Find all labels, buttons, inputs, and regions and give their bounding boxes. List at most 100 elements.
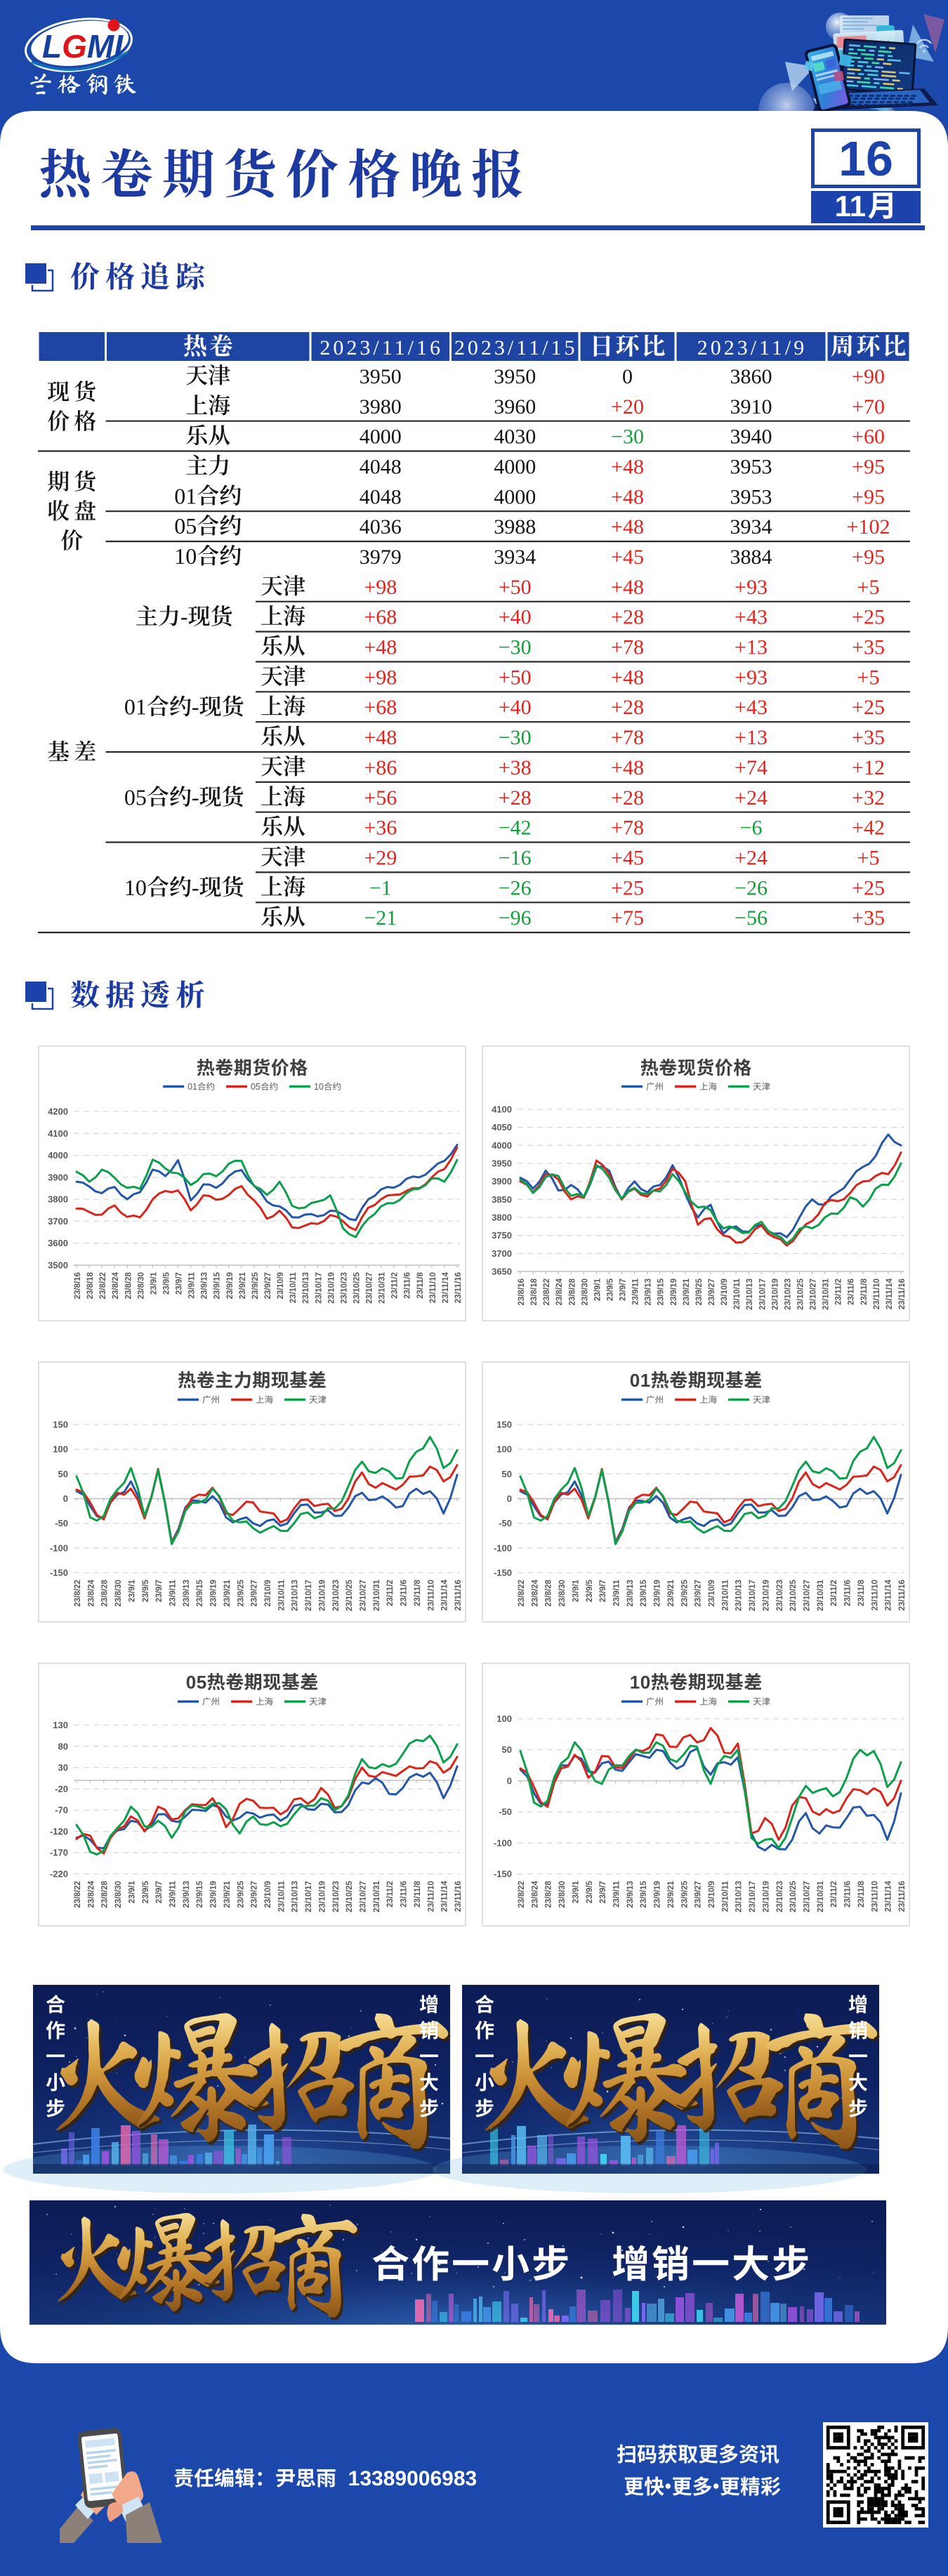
svg-text:16: 16	[838, 131, 893, 186]
svg-text:+93: +93	[735, 666, 768, 689]
svg-text:23/10/11: 23/10/11	[733, 1278, 742, 1309]
svg-text:23/10/27: 23/10/27	[360, 1580, 368, 1611]
svg-text:23/11/6: 23/11/6	[404, 1272, 412, 1299]
svg-text:+48: +48	[611, 485, 644, 508]
svg-text:23/10/31: 23/10/31	[373, 1880, 381, 1912]
svg-text:23/11/6: 23/11/6	[848, 1279, 856, 1305]
svg-text:+28: +28	[611, 786, 644, 810]
svg-text:23/9/5: 23/9/5	[142, 1880, 150, 1903]
svg-text:23/9/5: 23/9/5	[607, 1278, 615, 1301]
svg-text:23/9/7: 23/9/7	[599, 1881, 607, 1903]
svg-text:+48: +48	[611, 515, 644, 539]
svg-text:100: 100	[496, 1714, 512, 1724]
svg-text:23/8/22: 23/8/22	[99, 1272, 107, 1299]
svg-text:23/9/13: 23/9/13	[626, 1881, 635, 1908]
svg-text:-: -	[180, 604, 188, 629]
svg-text:+78: +78	[611, 726, 644, 749]
svg-text:+48: +48	[611, 456, 644, 479]
svg-text:+35: +35	[852, 906, 885, 930]
svg-text:+68: +68	[364, 696, 397, 719]
svg-text:01: 01	[174, 483, 197, 508]
svg-text:23/9/21: 23/9/21	[667, 1880, 676, 1908]
svg-text:0: 0	[507, 1776, 512, 1786]
svg-text:23/9/13: 23/9/13	[201, 1272, 209, 1299]
svg-text:23/9/15: 23/9/15	[213, 1272, 222, 1299]
svg-text:23/9/25: 23/9/25	[695, 1278, 704, 1305]
svg-text:+78: +78	[611, 636, 644, 659]
svg-text:23/11/14: 23/11/14	[885, 1880, 893, 1912]
svg-text:23/9/13: 23/9/13	[183, 1881, 191, 1908]
svg-text:23/11/2: 23/11/2	[391, 1272, 400, 1299]
svg-text:23/10/17: 23/10/17	[305, 1881, 313, 1913]
svg-text:−1: −1	[369, 876, 392, 899]
svg-text:23/11/14: 23/11/14	[885, 1579, 893, 1611]
svg-text:23/9/11: 23/9/11	[613, 1579, 621, 1606]
svg-text:-100: -100	[50, 1543, 68, 1553]
svg-text:+95: +95	[852, 485, 885, 508]
svg-text:+42: +42	[852, 817, 885, 840]
svg-text:23/11/16: 23/11/16	[898, 1881, 907, 1912]
svg-text:23/11/6: 23/11/6	[844, 1881, 852, 1908]
svg-text:+43: +43	[735, 696, 768, 719]
svg-text:3953: 3953	[730, 456, 772, 479]
svg-text:23/9/19: 23/9/19	[670, 1279, 678, 1305]
svg-text:23/8/30: 23/8/30	[114, 1881, 123, 1908]
svg-text:−26: −26	[499, 876, 532, 899]
svg-text:+48: +48	[364, 636, 397, 659]
svg-text:3960: 3960	[494, 395, 536, 418]
svg-text:23/8/18: 23/8/18	[530, 1278, 539, 1305]
svg-text:3934: 3934	[494, 546, 536, 569]
svg-text:-: -	[192, 784, 199, 810]
svg-text:−30: −30	[611, 425, 644, 449]
svg-text:23/9/1: 23/9/1	[572, 1880, 580, 1903]
svg-text:+48: +48	[611, 756, 644, 779]
svg-text:23/10/31: 23/10/31	[378, 1272, 387, 1303]
svg-text:23/9/11: 23/9/11	[613, 1880, 621, 1907]
svg-text:23/10/9: 23/10/9	[708, 1580, 716, 1606]
svg-text:23/10/11: 23/10/11	[721, 1579, 730, 1611]
svg-text:23/11/10: 23/11/10	[427, 1881, 435, 1912]
svg-text:-120: -120	[50, 1826, 68, 1837]
svg-text:23/9/25: 23/9/25	[251, 1272, 260, 1299]
svg-text:23/9/19: 23/9/19	[654, 1580, 662, 1606]
svg-text:-50: -50	[499, 1518, 512, 1528]
svg-text:01: 01	[630, 1370, 651, 1391]
svg-text:+24: +24	[735, 847, 768, 870]
svg-text:23/10/9: 23/10/9	[264, 1580, 272, 1606]
svg-text:+25: +25	[852, 606, 885, 629]
svg-text:+70: +70	[852, 395, 885, 418]
svg-text:23/9/21: 23/9/21	[683, 1278, 691, 1305]
svg-text:23/11/14: 23/11/14	[886, 1278, 894, 1309]
svg-text:100: 100	[53, 1444, 68, 1455]
svg-text:23/10/13: 23/10/13	[291, 1580, 300, 1611]
svg-text:4036: 4036	[360, 515, 402, 539]
svg-text:23/9/7: 23/9/7	[599, 1580, 607, 1602]
svg-text:10: 10	[630, 1672, 651, 1693]
svg-text:23/8/30: 23/8/30	[114, 1580, 123, 1606]
svg-text:23/11/10: 23/11/10	[871, 1881, 879, 1912]
svg-text:05: 05	[124, 784, 147, 810]
svg-text:3900: 3900	[48, 1172, 68, 1182]
svg-text:+12: +12	[852, 756, 885, 779]
svg-text:23/8/22: 23/8/22	[518, 1580, 526, 1606]
svg-text:+68: +68	[364, 606, 397, 629]
svg-text:23/11/16: 23/11/16	[454, 1881, 463, 1912]
svg-text:23/11/6: 23/11/6	[400, 1881, 409, 1908]
svg-text:0: 0	[63, 1493, 68, 1504]
svg-text:23/9/27: 23/9/27	[251, 1881, 259, 1908]
svg-text:3800: 3800	[492, 1213, 512, 1223]
svg-text:+40: +40	[499, 606, 532, 629]
svg-text:3800: 3800	[48, 1194, 68, 1205]
svg-text:+35: +35	[852, 636, 885, 659]
svg-text:23/9/1: 23/9/1	[150, 1272, 158, 1295]
svg-text:23/10/19: 23/10/19	[762, 1580, 770, 1611]
svg-text:23/9/27: 23/9/27	[708, 1279, 716, 1305]
svg-text:+75: +75	[611, 906, 644, 930]
svg-text:23/10/11: 23/10/11	[277, 1579, 286, 1611]
svg-text:23/10/11: 23/10/11	[289, 1272, 298, 1303]
svg-text:23/11/8: 23/11/8	[414, 1880, 422, 1907]
svg-text:23/9/5: 23/9/5	[586, 1880, 594, 1903]
svg-text:23/9/15: 23/9/15	[657, 1278, 666, 1305]
svg-text:23/10/17: 23/10/17	[749, 1881, 757, 1913]
svg-text:23/10/19: 23/10/19	[762, 1881, 770, 1913]
